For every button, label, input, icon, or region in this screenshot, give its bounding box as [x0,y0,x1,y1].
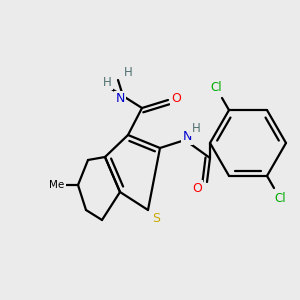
Text: Me: Me [50,180,64,190]
Text: Cl: Cl [210,81,222,94]
Text: H: H [124,65,132,79]
Text: H: H [192,122,200,134]
Text: H: H [103,76,111,88]
Text: N: N [115,92,125,106]
Text: N: N [182,130,192,143]
Text: O: O [192,182,202,194]
Text: O: O [171,92,181,104]
Text: Cl: Cl [274,192,286,205]
Text: S: S [152,212,160,224]
